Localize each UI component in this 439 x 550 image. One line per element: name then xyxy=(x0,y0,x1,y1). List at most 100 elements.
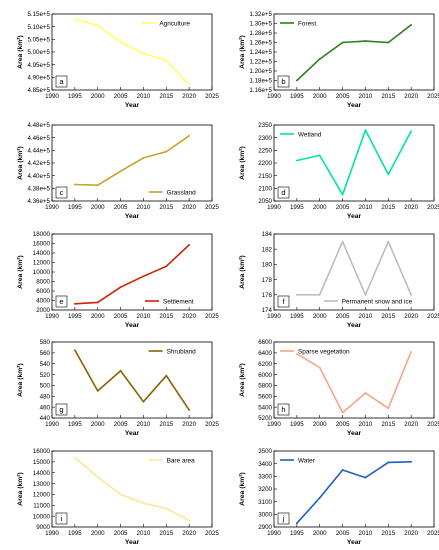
panel-label: g xyxy=(59,405,63,414)
legend: Forest xyxy=(280,20,316,27)
x-tick-label: 2020 xyxy=(182,93,196,100)
y-tick-label: 10000 xyxy=(33,269,51,276)
x-tick-label: 2005 xyxy=(336,204,350,211)
y-tick-label: 2200 xyxy=(258,160,272,167)
data-point xyxy=(96,184,99,187)
y-tick-label: 6000 xyxy=(258,372,272,379)
y-tick-label: 4.42e+5 xyxy=(27,160,50,167)
legend: Permanent snow and ice xyxy=(323,298,413,305)
series-line xyxy=(74,456,190,522)
legend-label: Bare area xyxy=(167,457,196,464)
data-point xyxy=(341,41,344,44)
legend-label: Grassland xyxy=(167,189,197,196)
x-tick-label: 2025 xyxy=(205,93,219,100)
panel-label: c xyxy=(60,188,64,197)
y-tick-label: 1.24e+5 xyxy=(249,49,272,56)
data-point xyxy=(119,369,122,372)
y-tick-label: 2100 xyxy=(258,186,272,193)
x-tick-label: 1990 xyxy=(45,313,59,320)
x-tick-label: 2000 xyxy=(91,313,105,320)
x-axis-title: Year xyxy=(347,213,362,220)
x-tick-label: 2005 xyxy=(114,204,128,211)
panel-label-box xyxy=(277,186,290,199)
data-point xyxy=(188,134,191,137)
y-tick-label: 4.46e+5 xyxy=(27,135,50,142)
x-axis-title: Year xyxy=(125,213,140,220)
x-tick-label: 2025 xyxy=(205,204,219,211)
x-tick-label: 2025 xyxy=(427,530,439,537)
x-tick-label: 1995 xyxy=(68,313,82,320)
data-point xyxy=(119,170,122,173)
x-tick-label: 2015 xyxy=(381,421,395,428)
x-tick-label: 2005 xyxy=(114,530,128,537)
x-tick-label: 2025 xyxy=(427,421,439,428)
y-tick-label: 13000 xyxy=(33,481,51,488)
x-tick-label: 2005 xyxy=(336,93,350,100)
legend-label: Sparse vegetation xyxy=(298,348,350,355)
x-tick-label: 2010 xyxy=(137,93,151,100)
y-axis-title: Area (km²) xyxy=(17,146,24,180)
data-point xyxy=(295,159,298,162)
y-tick-label: 3100 xyxy=(258,499,272,506)
y-tick-label: 3400 xyxy=(258,461,272,468)
y-axis-title: Area (km²) xyxy=(239,255,246,289)
x-tick-label: 2015 xyxy=(381,93,395,100)
legend-label: Water xyxy=(298,457,316,464)
data-point xyxy=(364,293,367,296)
panel-label: f xyxy=(282,297,285,306)
panel-label: i xyxy=(61,514,63,523)
y-tick-label: 2000 xyxy=(36,307,50,314)
panel-label-box xyxy=(277,295,290,308)
panel-label: d xyxy=(281,188,285,197)
x-tick-label: 2015 xyxy=(381,530,395,537)
plot-frame xyxy=(273,450,435,528)
y-tick-label: 9000 xyxy=(36,524,50,531)
series-line xyxy=(296,351,412,414)
y-tick-label: 5.00e+5 xyxy=(27,49,50,56)
data-point xyxy=(188,519,191,522)
x-tick-label: 2000 xyxy=(313,421,327,428)
y-axis-title: Area (km²) xyxy=(17,35,24,69)
x-tick-label: 1990 xyxy=(267,530,281,537)
data-point xyxy=(73,183,76,186)
x-tick-label: 2020 xyxy=(404,93,418,100)
legend: Wetland xyxy=(280,131,322,138)
x-tick-label: 1995 xyxy=(68,421,82,428)
y-tick-label: 15000 xyxy=(33,459,51,466)
x-tick-label: 2015 xyxy=(159,421,173,428)
series-line xyxy=(74,135,190,186)
x-tick-label: 2005 xyxy=(336,421,350,428)
x-tick-label: 2015 xyxy=(159,204,173,211)
data-point xyxy=(73,18,76,20)
x-tick-label: 1990 xyxy=(45,204,59,211)
chart-panel-h: 5200 5400 5600 5800 6000 6200 6400 6600 1990 1995… xyxy=(239,339,439,437)
y-tick-label: 1.32e+5 xyxy=(249,11,272,18)
legend: Water xyxy=(280,457,316,464)
y-tick-label: 1.30e+5 xyxy=(249,21,272,28)
data-point xyxy=(188,244,191,246)
x-tick-label: 2025 xyxy=(205,530,219,537)
y-tick-label: 3000 xyxy=(258,512,272,519)
data-point xyxy=(410,460,413,463)
data-point xyxy=(364,40,367,42)
data-point xyxy=(410,130,413,133)
x-tick-label: 2025 xyxy=(427,313,439,320)
data-point xyxy=(142,502,145,505)
data-point xyxy=(387,461,390,464)
data-point xyxy=(341,469,344,471)
x-tick-label: 2015 xyxy=(159,93,173,100)
y-tick-label: 182 xyxy=(262,246,273,253)
y-tick-label: 4.85e+5 xyxy=(27,87,50,94)
y-tick-label: 5400 xyxy=(258,404,272,411)
x-tick-label: 2010 xyxy=(137,530,151,537)
x-tick-label: 2010 xyxy=(359,421,373,428)
y-tick-label: 4.95e+5 xyxy=(27,62,50,69)
y-tick-label: 5.10e+5 xyxy=(27,24,50,31)
x-tick-label: 2000 xyxy=(313,204,327,211)
x-tick-label: 2000 xyxy=(91,204,105,211)
panel-label: a xyxy=(59,77,64,86)
y-tick-label: 10000 xyxy=(33,513,51,520)
legend: Grassland xyxy=(148,189,197,196)
data-point xyxy=(295,522,298,525)
panel-label-box xyxy=(277,512,290,525)
